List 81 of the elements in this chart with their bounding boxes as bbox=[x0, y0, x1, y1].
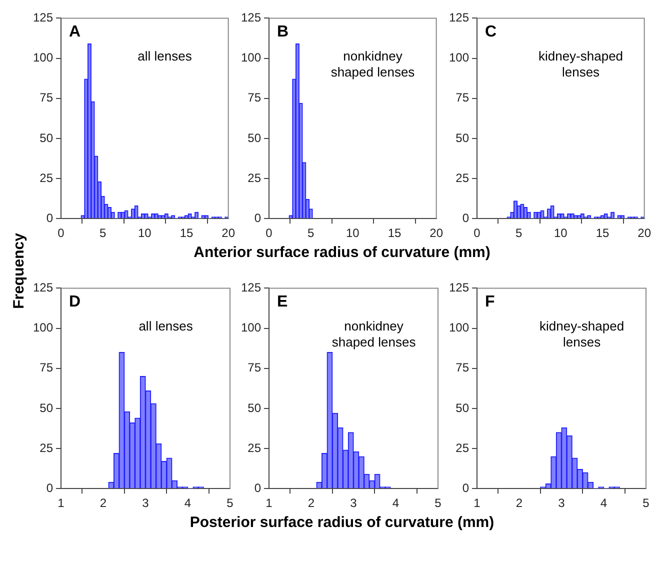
y-tick-label: 125 bbox=[32, 10, 54, 25]
x-tick-label: 3 bbox=[142, 496, 150, 510]
x-tick-label: 1 bbox=[58, 496, 65, 510]
annotation: kidney-shaped lenses bbox=[540, 318, 624, 350]
x-tick-label: 5 bbox=[642, 496, 650, 510]
x-tick-label: 4 bbox=[392, 496, 400, 510]
y-tick-label: 75 bbox=[456, 90, 470, 105]
annotation: all lenses bbox=[138, 318, 194, 334]
chart-title: C bbox=[485, 24, 498, 41]
y-tick-label: 0 bbox=[46, 210, 54, 225]
annotation: kidney-shaped lenses bbox=[538, 48, 624, 80]
annotation: nonkidney shaped lenses bbox=[330, 48, 416, 80]
y-tick-label: 50 bbox=[456, 400, 470, 415]
x-tick-label: 2 bbox=[100, 496, 107, 510]
x-tick-label: 20 bbox=[430, 226, 444, 240]
y-tick-label: 125 bbox=[32, 280, 54, 295]
y-tick-label: 25 bbox=[456, 170, 470, 185]
y-tick-label: 50 bbox=[40, 130, 54, 145]
y-tick-label: 0 bbox=[254, 210, 262, 225]
y-tick-label: 125 bbox=[448, 280, 470, 295]
y-tick-label: 25 bbox=[40, 170, 54, 185]
x-tick-label: 15 bbox=[388, 226, 402, 240]
y-axis-title: Frequency bbox=[10, 233, 28, 309]
chart-title: F bbox=[485, 294, 496, 311]
y-tick-label: 50 bbox=[248, 130, 262, 145]
y-tick-label: 100 bbox=[448, 50, 470, 65]
chart-title: E bbox=[277, 294, 288, 311]
x-axis-title: Anterior surface radius of curvature (mm) bbox=[194, 244, 490, 263]
y-tick-label: 75 bbox=[248, 360, 262, 375]
chart-title: A bbox=[69, 24, 82, 41]
y-tick-label: 25 bbox=[456, 440, 470, 455]
x-tick-label: 2 bbox=[516, 496, 523, 510]
y-tick-label: 25 bbox=[248, 440, 262, 455]
x-tick-label: 15 bbox=[596, 226, 610, 240]
y-tick-label: 75 bbox=[456, 360, 470, 375]
y-tick-label: 75 bbox=[40, 360, 54, 375]
x-tick-label: 10 bbox=[138, 226, 152, 240]
annotation: nonkidney shaped lenses bbox=[332, 318, 416, 350]
chart-title: B bbox=[277, 24, 289, 41]
x-tick-label: 0 bbox=[474, 226, 481, 240]
y-tick-label: 125 bbox=[448, 10, 470, 25]
x-tick-label: 1 bbox=[474, 496, 481, 510]
y-tick-label: 0 bbox=[46, 480, 54, 495]
y-tick-label: 100 bbox=[240, 320, 262, 335]
x-tick-label: 2 bbox=[308, 496, 315, 510]
x-tick-label: 3 bbox=[558, 496, 566, 510]
annotation: all lenses bbox=[138, 48, 192, 64]
y-tick-label: 0 bbox=[254, 480, 262, 495]
x-tick-label: 10 bbox=[346, 226, 360, 240]
y-tick-label: 50 bbox=[40, 400, 54, 415]
x-tick-label: 20 bbox=[638, 226, 652, 240]
y-tick-label: 50 bbox=[248, 400, 262, 415]
y-tick-label: 0 bbox=[462, 210, 470, 225]
y-tick-label: 25 bbox=[40, 440, 54, 455]
y-tick-label: 100 bbox=[448, 320, 470, 335]
y-tick-label: 100 bbox=[32, 50, 54, 65]
x-tick-label: 5 bbox=[434, 496, 442, 510]
y-tick-label: 100 bbox=[240, 50, 262, 65]
y-tick-label: 75 bbox=[40, 90, 54, 105]
y-tick-label: 0 bbox=[462, 480, 470, 495]
chart-title: D bbox=[69, 294, 81, 311]
x-tick-label: 0 bbox=[266, 226, 273, 240]
x-tick-label: 5 bbox=[100, 226, 107, 240]
y-tick-label: 125 bbox=[240, 280, 262, 295]
y-tick-label: 100 bbox=[32, 320, 54, 335]
x-tick-label: 4 bbox=[184, 496, 192, 510]
x-tick-label: 3 bbox=[350, 496, 358, 510]
y-tick-label: 25 bbox=[248, 170, 262, 185]
x-tick-label: 5 bbox=[516, 226, 523, 240]
x-tick-label: 10 bbox=[554, 226, 568, 240]
x-tick-label: 20 bbox=[222, 226, 236, 240]
y-tick-label: 75 bbox=[248, 90, 262, 105]
x-tick-label: 1 bbox=[266, 496, 273, 510]
x-tick-label: 5 bbox=[226, 496, 234, 510]
x-tick-label: 15 bbox=[180, 226, 194, 240]
y-tick-label: 125 bbox=[240, 10, 262, 25]
x-tick-label: 4 bbox=[600, 496, 608, 510]
x-tick-label: 5 bbox=[308, 226, 315, 240]
x-axis-title: Posterior surface radius of curvature (mm) bbox=[190, 514, 494, 533]
x-tick-label: 0 bbox=[58, 226, 65, 240]
y-tick-label: 50 bbox=[456, 130, 470, 145]
